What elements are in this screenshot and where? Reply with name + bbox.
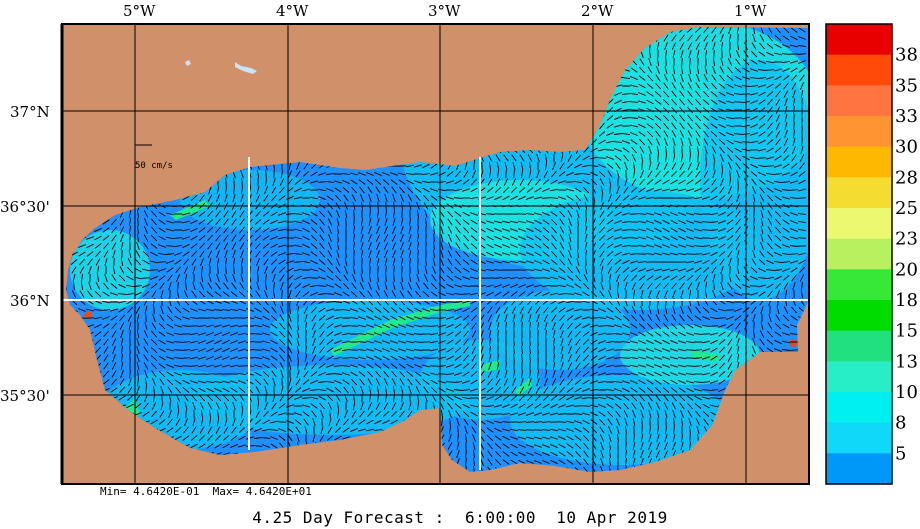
lon-label-2w: 2°W: [581, 2, 614, 20]
forecast-caption: 4.25 Day Forecast : 6:00:00 10 Apr 2019: [252, 508, 668, 527]
colorbar-label: 15: [895, 321, 918, 342]
lon-label-4w: 4°W: [276, 2, 309, 20]
colorbar-label: 33: [895, 106, 918, 127]
colorbar-swatch: [826, 392, 892, 424]
inland-water-mark: [185, 60, 191, 66]
min-max-stats: Min= 4.6420E-01 Max= 4.6420E+01: [100, 485, 312, 498]
colorbar-swatch: [826, 453, 892, 485]
colorbar-label: 10: [895, 382, 918, 403]
colorbar-label: 20: [895, 259, 918, 280]
colorbar-label: 28: [895, 167, 918, 188]
colorbar-swatch: [826, 54, 892, 86]
colorbar-swatch: [826, 177, 892, 209]
colorbar-swatch: [826, 116, 892, 148]
colorbar-label: 30: [895, 137, 918, 158]
colorbar-swatch: [826, 330, 892, 362]
hotspot-patch: [789, 339, 797, 347]
lat-label-36n: 36°N: [10, 292, 50, 310]
section-lines: [62, 157, 809, 470]
colorbar-swatch: [826, 146, 892, 178]
scale-arrow: [134, 141, 152, 149]
colorbar-swatch: [826, 361, 892, 393]
colorbar-label: 25: [895, 198, 918, 219]
colorbar-label: 38: [895, 45, 918, 66]
colorbar-frame: [825, 23, 893, 485]
colorbar-label: 23: [895, 229, 918, 250]
colorbar-swatch: [826, 422, 892, 454]
inland-water-mark: [235, 62, 257, 74]
lat-label-37n: 37°N: [10, 103, 50, 121]
scale-label: 50 cm/s: [135, 161, 173, 171]
lat-label-36-30: 36°30': [0, 198, 50, 216]
colorbar-label: 18: [895, 290, 918, 311]
colorbar-label: 35: [895, 75, 918, 96]
jet-patch: [170, 200, 210, 220]
colorbar-swatch: [826, 24, 892, 56]
lon-label-5w: 5°W: [123, 2, 156, 20]
colorbar-label: 8: [895, 413, 906, 434]
colorbar-swatch: [826, 300, 892, 332]
colorbar-label: 5: [895, 443, 906, 464]
speed-patch: [190, 365, 470, 435]
colorbar-label: 13: [895, 351, 918, 372]
colorbar-swatch: [826, 238, 892, 270]
lon-label-3w: 3°W: [428, 2, 461, 20]
colorbar: 38 35 33 30 28 25 23 20 18 15 13 10 8 5: [826, 24, 918, 485]
lat-label-35-30: 35°30': [0, 387, 50, 405]
colorbar-swatch: [826, 269, 892, 301]
colorbar-swatch: [826, 208, 892, 240]
colorbar-swatch: [826, 85, 892, 117]
hotspot-patch: [84, 311, 92, 319]
lon-label-1w: 1°W: [734, 2, 767, 20]
